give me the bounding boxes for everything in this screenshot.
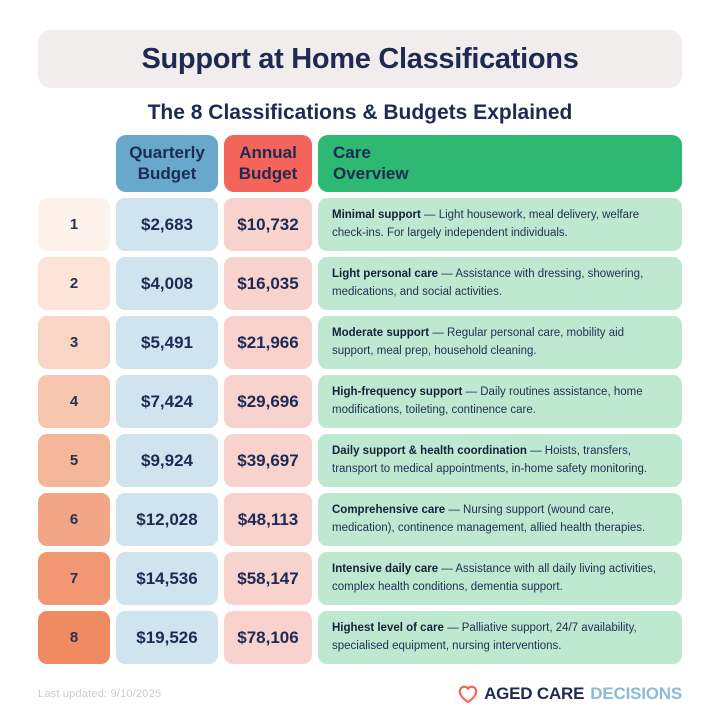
level-cell: 5 [38, 434, 110, 487]
brand-name-secondary: DECISIONS [590, 684, 682, 703]
annual-budget-cell: $29,696 [224, 375, 312, 428]
level-cell: 1 [38, 198, 110, 251]
care-description: — Daily routines assistance, home modifi… [332, 385, 643, 416]
last-updated-label: Last updated: 9/10/2025 [38, 688, 162, 700]
footer: Last updated: 9/10/2025 AGED CARE DECISI… [38, 684, 682, 704]
table-row: 4 $7,424 $29,696 High-frequency support … [38, 375, 682, 428]
annual-budget-cell: $48,113 [224, 493, 312, 546]
quarterly-budget-cell: $14,536 [116, 552, 218, 605]
title-card: Support at Home Classifications [38, 30, 682, 88]
table-row: 8 $19,526 $78,106 Highest level of care … [38, 611, 682, 664]
care-overview-cell: Daily support & health coordination — Ho… [318, 434, 682, 487]
care-description: — Assistance with all daily living activ… [332, 562, 657, 593]
care-title: Intensive daily care [332, 562, 439, 575]
table-row: 1 $2,683 $10,732 Minimal support — Light… [38, 198, 682, 251]
quarterly-budget-cell: $4,008 [116, 257, 218, 310]
level-cell: 7 [38, 552, 110, 605]
annual-budget-cell: $16,035 [224, 257, 312, 310]
level-cell: 4 [38, 375, 110, 428]
classification-table: Quarterly Budget Annual Budget Care Over… [38, 135, 682, 664]
annual-budget-cell: $58,147 [224, 552, 312, 605]
quarterly-budget-cell: $9,924 [116, 434, 218, 487]
care-overview-cell: Minimal support — Light housework, meal … [318, 198, 682, 251]
care-title: Minimal support [332, 208, 421, 221]
care-overview-cell: Highest level of care — Palliative suppo… [318, 611, 682, 664]
subtitle: The 8 Classifications & Budgets Explaine… [147, 101, 573, 124]
level-cell: 8 [38, 611, 110, 664]
care-description: — Regular personal care, mobility aid su… [332, 326, 625, 357]
care-description: — Palliative support, 24/7 availability,… [332, 621, 637, 652]
column-header-quarterly-budget: Quarterly Budget [116, 135, 218, 192]
level-cell: 2 [38, 257, 110, 310]
header-spacer [38, 135, 110, 192]
care-title: Light personal care [332, 267, 439, 280]
care-description: — Light housework, meal delivery, welfar… [332, 208, 640, 239]
care-title: Daily support & health coordination [332, 444, 527, 457]
table-row: 7 $14,536 $58,147 Intensive daily care —… [38, 552, 682, 605]
annual-budget-cell: $39,697 [224, 434, 312, 487]
care-overview-cell: Intensive daily care — Assistance with a… [318, 552, 682, 605]
care-overview-cell: High-frequency support — Daily routines … [318, 375, 682, 428]
table-row: 6 $12,028 $48,113 Comprehensive care — N… [38, 493, 682, 546]
care-title: Moderate support [332, 326, 430, 339]
care-title: High-frequency support [332, 385, 463, 398]
care-description: — Assistance with dressing, showering, m… [332, 267, 644, 298]
heart-icon [457, 684, 479, 704]
table-row: 2 $4,008 $16,035 Light personal care — A… [38, 257, 682, 310]
brand-name-primary: AGED CARE [484, 684, 585, 703]
table-row: 5 $9,924 $39,697 Daily support & health … [38, 434, 682, 487]
page-title: Support at Home Classifications [141, 42, 579, 75]
quarterly-budget-cell: $5,491 [116, 316, 218, 369]
care-overview-cell: Light personal care — Assistance with dr… [318, 257, 682, 310]
annual-budget-cell: $10,732 [224, 198, 312, 251]
column-header-annual-budget: Annual Budget [224, 135, 312, 192]
table-header-row: Quarterly Budget Annual Budget Care Over… [38, 135, 682, 192]
annual-budget-cell: $78,106 [224, 611, 312, 664]
quarterly-budget-cell: $2,683 [116, 198, 218, 251]
brand-logo: AGED CARE DECISIONS [457, 684, 682, 704]
quarterly-budget-cell: $7,424 [116, 375, 218, 428]
care-title: Comprehensive care [332, 503, 446, 516]
level-cell: 6 [38, 493, 110, 546]
level-cell: 3 [38, 316, 110, 369]
care-description: — Hoists, transfers, transport to medica… [332, 444, 648, 475]
quarterly-budget-cell: $19,526 [116, 611, 218, 664]
column-header-care-overview: Care Overview [318, 135, 682, 192]
care-title: Highest level of care [332, 621, 444, 634]
care-description: — Nursing support (wound care, medicatio… [332, 503, 646, 534]
care-overview-cell: Comprehensive care — Nursing support (wo… [318, 493, 682, 546]
care-overview-cell: Moderate support — Regular personal care… [318, 316, 682, 369]
table-row: 3 $5,491 $21,966 Moderate support — Regu… [38, 316, 682, 369]
quarterly-budget-cell: $12,028 [116, 493, 218, 546]
annual-budget-cell: $21,966 [224, 316, 312, 369]
